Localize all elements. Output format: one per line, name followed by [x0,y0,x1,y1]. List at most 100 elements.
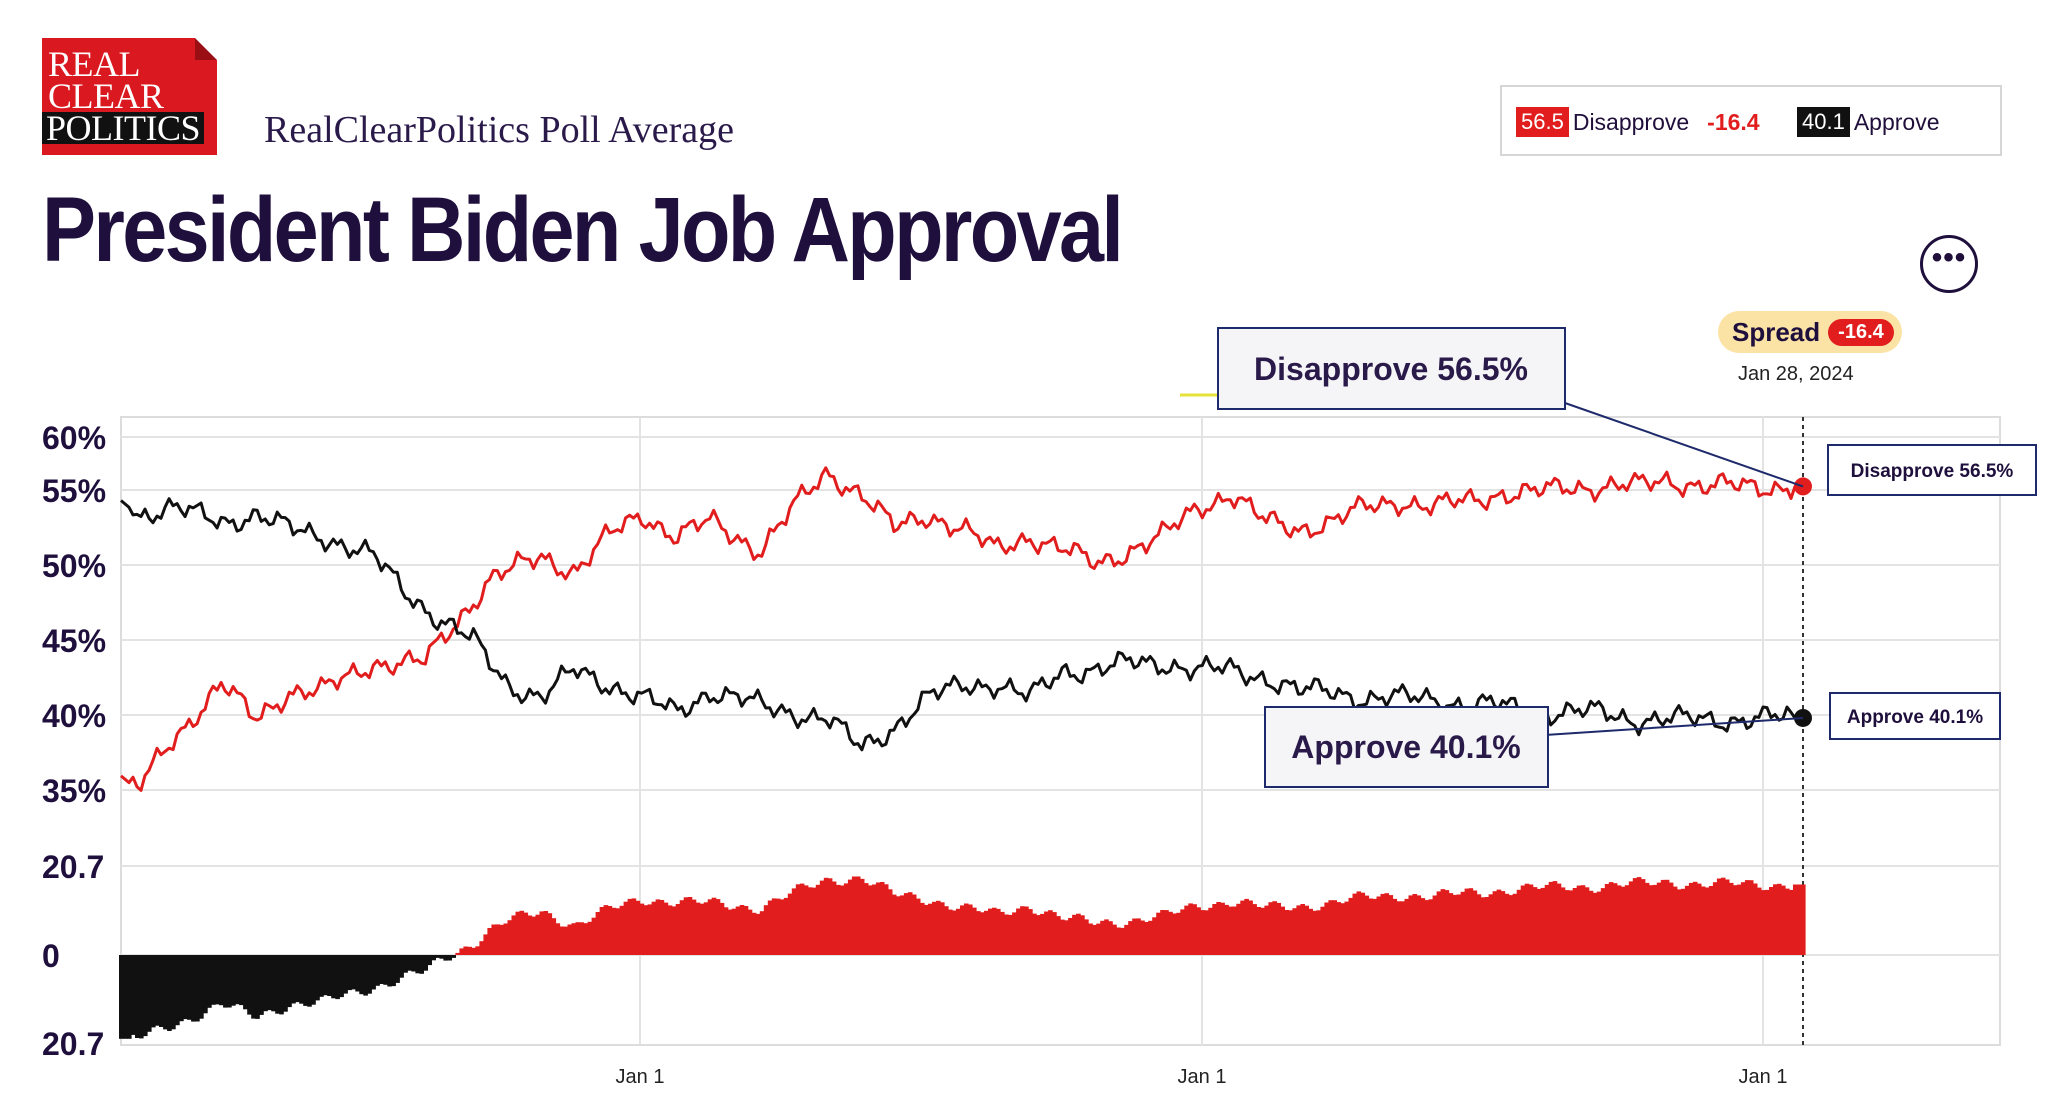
spread-bar [1460,891,1466,955]
spread-bar [891,894,897,955]
spread-bar [1756,887,1762,955]
spread-bar [1556,883,1562,955]
spread-bar [419,955,424,974]
spread-bar [1452,894,1458,955]
spread-bar [1364,895,1370,955]
spread-bar [391,955,396,987]
spread-bar [187,955,192,1020]
spread-bar [1736,884,1742,955]
spread-bar [956,908,961,955]
spread-bar [591,917,597,955]
spread-bar [1640,879,1646,955]
spread-bar [1404,898,1410,955]
disapprove-callout-text: Disapprove 56.5% [1254,351,1528,387]
spread-bar [471,947,476,955]
spread-bar [307,955,312,1007]
spread-bar [1504,893,1510,955]
spread-bar [843,883,849,955]
spread-bar [851,876,857,955]
spread-bar [1052,912,1057,955]
spread-bar [119,955,124,1039]
spread-bar [667,905,673,955]
spread-bar [1564,890,1570,955]
legend-disapprove-label: Disapprove [1572,108,1690,135]
spread-bar [551,918,557,955]
spread-bar [523,912,529,955]
more-options-button[interactable]: ••• [1920,235,1978,293]
spread-bar [287,955,292,1008]
spread-bar [1344,901,1350,955]
spread-bar [1572,888,1578,955]
spread-bar [675,904,681,955]
spread-bar [459,948,464,955]
spread-bar [936,900,941,955]
spread-bar [711,897,717,955]
spread-bar [231,955,236,1006]
spread-bar [359,955,364,995]
spread-bar [323,955,328,996]
spread-bar [1264,905,1269,955]
spread-bar [1284,910,1289,955]
spread-bar [1356,891,1362,955]
spread-bar [863,883,869,955]
spread-bar [859,878,865,955]
spread-bar [1480,897,1486,955]
spread-bar [867,885,873,955]
spread-bar [135,955,140,1038]
spread-bar [439,955,444,959]
spread-bar [535,914,541,955]
spread-bar [1232,906,1237,955]
spread-bar [363,955,368,996]
spread-bar [531,916,537,955]
spread-bar [143,955,148,1037]
spread-bar [1240,900,1245,955]
spread-bar [499,924,504,955]
spread-bar [403,955,408,973]
spread-bar [948,909,953,955]
spread-bar [1632,878,1638,955]
spread-bar [235,955,240,1005]
legend-approve-label: Approve [1853,108,1940,135]
spread-bar [871,884,877,955]
spread-bar [383,955,388,985]
spread-bar [1456,894,1462,955]
spread-bar [239,955,244,1006]
spread-bar [835,884,841,955]
spread-bar [1316,910,1321,955]
spread-bar [1056,916,1061,955]
spread-bar [1408,895,1414,955]
spread-bar [1512,893,1518,955]
spread-bar [1500,891,1506,955]
spread-value: -16.4 [1828,318,1894,346]
spread-bar [1716,878,1722,955]
spread-bar [1789,889,1794,955]
spread-bar [579,922,585,955]
approve-callout-text: Approve 40.1% [1291,729,1520,765]
spread-bar [715,899,721,955]
spread-bar [903,893,909,955]
spread-bar [731,908,737,955]
spread-bar [575,922,581,955]
spread-bar [467,946,472,955]
spread-bar [1516,889,1522,955]
spread-bar [227,955,232,1008]
spread-bar [727,909,733,955]
spread-bar [1312,910,1317,955]
spread-bar [191,955,196,1022]
spread-bar [944,906,949,955]
spread-bar [1368,898,1374,955]
spread-bar [1688,882,1694,955]
spread-bar [683,897,689,955]
rcp-logo[interactable]: REAL CLEAR POLITICS [42,38,217,155]
spread-bar [339,955,344,998]
spread-bar [643,905,649,955]
spread-bar [1636,877,1642,955]
spread-bar [347,955,352,991]
y-tick-label: 60% [42,420,106,456]
spread-bar [603,905,609,955]
y-tick-label: 35% [42,773,106,809]
spread-bar [427,955,432,966]
spread-bar [875,882,881,955]
spread-bars [119,876,1806,1039]
